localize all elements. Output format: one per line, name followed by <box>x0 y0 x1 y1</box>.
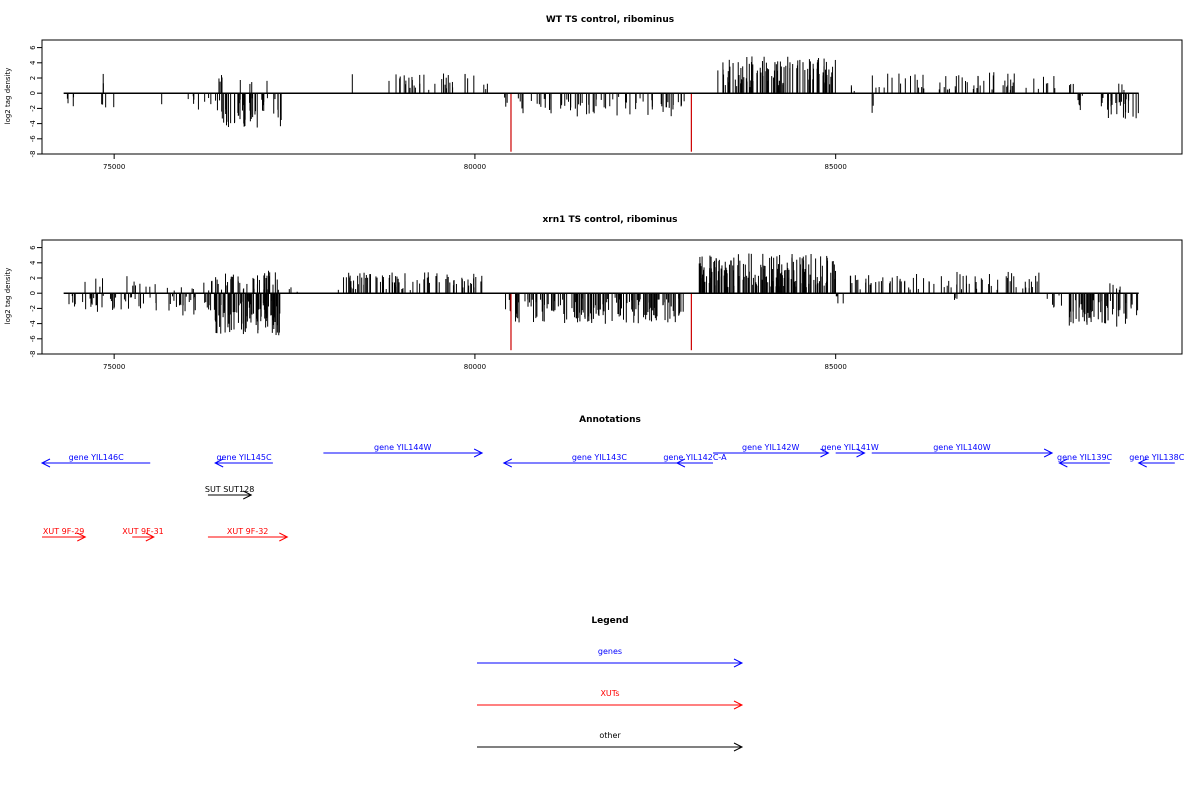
feature-arrow-head <box>40 458 51 468</box>
feature-arrow-head <box>145 532 155 542</box>
feature-label: gene YIL140W <box>933 443 991 452</box>
feature-label: gene YIL138C <box>1129 453 1185 462</box>
legend-title: Legend <box>591 616 628 626</box>
y-tick-label: -2 <box>29 305 37 312</box>
x-tick-label: 80000 <box>464 163 486 171</box>
feature-label: gene YIL145C <box>216 453 272 462</box>
feature-arrow-head <box>214 458 224 468</box>
feature-label: XUT 9F-32 <box>227 527 269 536</box>
wt-density-marks <box>66 56 1139 152</box>
feature-label: gene YIL142W <box>742 443 800 452</box>
legend-arrow-head <box>733 742 744 752</box>
xrn1-panel-title: xrn1 TS control, ribominus <box>542 215 677 225</box>
y-tick-label: 4 <box>29 60 37 65</box>
annotation-feature: gene YIL140W <box>871 443 1054 458</box>
annotation-feature: gene YIL142W <box>713 443 830 458</box>
x-tick-label: 75000 <box>103 163 125 171</box>
feature-label: gene YIL141W <box>821 443 879 452</box>
annotation-feature: gene YIL145C <box>214 453 273 468</box>
annotation-feature: XUT 9F-29 <box>42 527 87 542</box>
feature-label: gene YIL146C <box>69 453 125 462</box>
wt-panel-title: WT TS control, ribominus <box>546 15 674 25</box>
legend-entry-label: other <box>599 731 621 740</box>
y-tick-label: 0 <box>29 91 37 95</box>
y-tick-label: -2 <box>29 105 37 112</box>
legend-arrow-head <box>733 658 744 668</box>
legend-panel: Legend genes XUTs other <box>477 616 744 752</box>
feature-arrow-head <box>1137 458 1147 468</box>
annotation-feature: gene YIL142C-A <box>663 453 727 468</box>
y-tick-label: -4 <box>29 320 37 328</box>
y-tick-label: 0 <box>29 291 37 295</box>
legend-entry: other <box>477 731 744 752</box>
annotation-panel: Annotations gene YIL146C gene YIL145Cgene… <box>40 415 1185 542</box>
annotation-feature: XUT 9F-31 <box>122 527 164 542</box>
legend-entry-label: genes <box>598 647 622 656</box>
x-tick-label: 80000 <box>464 363 486 371</box>
legend-entry-label: XUTs <box>600 689 619 698</box>
feature-arrow-head <box>1043 448 1054 458</box>
annotation-feature: gene YIL138C <box>1129 453 1185 468</box>
annotation-feature: SUT SUT128 <box>205 485 254 500</box>
feature-label: gene YIL143C <box>572 453 628 462</box>
feature-arrow-head <box>856 448 866 458</box>
annotations-title: Annotations <box>579 415 641 425</box>
feature-arrow-head <box>820 448 830 458</box>
y-tick-label: -8 <box>29 151 37 158</box>
annotation-feature: gene YIL139C <box>1057 453 1113 468</box>
feature-arrow-head <box>675 458 686 468</box>
feature-label: gene YIL139C <box>1057 453 1113 462</box>
annotation-feature: gene YIL146C <box>40 453 151 468</box>
xrn1-density-marks <box>68 253 1139 351</box>
feature-label: gene YIL142C-A <box>663 453 727 462</box>
annotation-tracks: gene YIL146C gene YIL145C gene YIL144W gene… <box>40 443 1185 542</box>
annotation-feature: gene YIL141W <box>821 443 879 458</box>
annotation-feature: XUT 9F-32 <box>207 527 289 542</box>
legend-entry: XUTs <box>477 689 744 710</box>
annotation-feature: gene YIL144W <box>323 443 484 458</box>
feature-label: SUT SUT128 <box>205 485 254 494</box>
feature-label: XUT 9F-31 <box>122 527 164 536</box>
feature-arrow-head <box>502 458 512 468</box>
feature-arrow-head <box>473 448 484 458</box>
y-tick-label: 4 <box>29 260 37 265</box>
wt-y-axis-title: log2 tag density <box>4 68 12 125</box>
y-tick-label: -6 <box>29 335 37 343</box>
y-tick-label: -4 <box>29 120 37 128</box>
feature-arrow-head <box>279 532 289 542</box>
x-tick-label: 75000 <box>103 363 125 371</box>
x-tick-label: 85000 <box>825 363 847 371</box>
feature-arrow-head <box>77 532 87 542</box>
legend-entries: genes XUTs other <box>477 647 744 752</box>
legend-arrow-head <box>733 700 744 710</box>
wt-axes: -8 -6 -4 -2 0 2 4 6 75000 80000 85000 <box>29 45 1139 171</box>
xrn1-axes: -8 -6 -4 -2 0 2 4 6 75000 80000 85000 <box>29 245 1139 371</box>
xrn1-y-axis-title: log2 tag density <box>4 268 12 325</box>
xrn1-track-panel: xrn1 TS control, ribominus log2 tag dens… <box>4 215 1183 371</box>
y-tick-label: 6 <box>29 45 37 50</box>
feature-label: gene YIL144W <box>374 443 432 452</box>
y-tick-label: -8 <box>29 351 37 358</box>
feature-arrow-head <box>1058 458 1068 468</box>
x-tick-label: 85000 <box>825 163 847 171</box>
legend-entry: genes <box>477 647 744 668</box>
feature-label: XUT 9F-29 <box>43 527 85 536</box>
xrn1-plot-frame <box>41 239 1183 355</box>
annotation-feature: gene YIL143C <box>502 453 695 468</box>
y-tick-label: 2 <box>29 276 37 280</box>
wt-track-panel: WT TS control, ribominus log2 tag densit… <box>4 15 1183 171</box>
y-tick-label: 2 <box>29 76 37 80</box>
y-tick-label: 6 <box>29 245 37 250</box>
y-tick-label: -6 <box>29 135 37 143</box>
feature-arrow-head <box>243 490 253 500</box>
wt-plot-frame <box>41 39 1183 155</box>
